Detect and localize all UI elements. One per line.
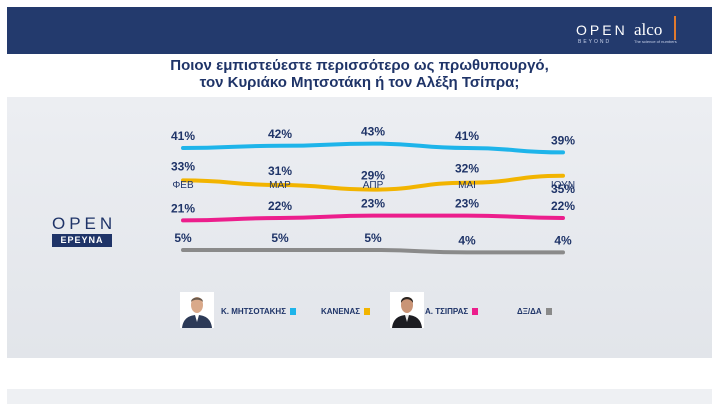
open-logo-badge: ΕΡΕΥΝΑ bbox=[52, 234, 112, 247]
data-label: 41% bbox=[455, 129, 479, 143]
series-line-2 bbox=[181, 213, 565, 223]
header-bar bbox=[7, 7, 712, 54]
data-label: 42% bbox=[268, 127, 292, 141]
series-line-0 bbox=[181, 141, 565, 155]
data-label: 23% bbox=[361, 197, 385, 211]
data-label: 33% bbox=[171, 159, 195, 173]
x-tick-label: ΜΑΡ bbox=[269, 180, 291, 191]
data-label: 32% bbox=[455, 162, 479, 176]
data-label: 41% bbox=[171, 129, 195, 143]
data-label: 35% bbox=[551, 182, 575, 196]
chart-title-line1: Ποιον εμπιστεύεστε περισσότερο ως πρωθυπ… bbox=[170, 57, 549, 74]
data-label: 31% bbox=[268, 164, 292, 178]
data-label: 39% bbox=[551, 133, 575, 147]
legend-dxda: ΔΞ/ΔΑ bbox=[517, 307, 552, 316]
x-tick-label: ΑΠΡ bbox=[362, 180, 384, 191]
data-label: 22% bbox=[551, 199, 575, 213]
data-label: 29% bbox=[361, 169, 385, 183]
person-portrait-icon bbox=[390, 292, 424, 328]
legend-label: ΔΞ/ΔΑ bbox=[517, 307, 542, 316]
line-chart: 41% 42% 43% 41% 39% 33% 31% 29% 32% 35% 21% 22% 23% 2… bbox=[171, 125, 575, 255]
series-line-1 bbox=[181, 173, 565, 192]
alco-logo: alco bbox=[634, 20, 663, 39]
legend-label: Α. ΤΣΙΠΡΑΣ bbox=[425, 307, 469, 316]
legend-swatch bbox=[364, 308, 371, 315]
person-portrait-icon bbox=[180, 292, 214, 328]
data-label: 22% bbox=[268, 199, 292, 213]
mitsotakis-photo bbox=[180, 292, 214, 328]
x-tick-label: ΜΑΙ bbox=[458, 180, 476, 191]
chart-title: Ποιον εμπιστεύεστε περισσότερο ως πρωθυπ… bbox=[0, 57, 719, 91]
open-logo-word: OPEN bbox=[52, 214, 117, 233]
tsipras-photo bbox=[390, 292, 424, 328]
legend-tsipras: Α. ΤΣΙΠΡΑΣ bbox=[425, 307, 479, 316]
data-label: 5% bbox=[271, 231, 289, 245]
legend-mitsotakis: Κ. ΜΗΤΣΟΤΑΚΗΣ bbox=[221, 307, 296, 316]
data-label: 43% bbox=[361, 125, 385, 139]
x-tick-label: ΙΟΥΝ bbox=[550, 180, 576, 191]
open-beyond-logo: OPEN bbox=[576, 22, 628, 38]
legend-swatch bbox=[545, 308, 552, 315]
legend-label: Κ. ΜΗΤΣΟΤΑΚΗΣ bbox=[221, 307, 286, 316]
footer-strip bbox=[7, 389, 712, 404]
chart-title-line2: τον Κυριάκο Μητσοτάκη ή τον Αλέξη Τσίπρα… bbox=[199, 74, 520, 91]
x-tick-label: ΦΕΒ bbox=[172, 180, 194, 191]
legend-label: ΚΑΝΕΝΑΣ bbox=[321, 307, 361, 316]
data-label: 23% bbox=[455, 197, 479, 211]
data-label: 4% bbox=[458, 233, 476, 247]
data-label: 21% bbox=[171, 201, 195, 215]
legend-swatch bbox=[472, 308, 479, 315]
chart-panel: 41% 42% 43% 41% 39% 33% 31% 29% 32% 35% 21% 22% 23% 2… bbox=[7, 97, 712, 358]
legend-kanenas: ΚΑΝΕΝΑΣ bbox=[321, 307, 371, 316]
data-label: 5% bbox=[364, 231, 382, 245]
alco-accent-bar bbox=[674, 16, 676, 40]
legend-swatch bbox=[290, 308, 296, 315]
alco-tagline: The science of numbers bbox=[634, 39, 677, 44]
beyond-text: BEYOND bbox=[578, 39, 612, 45]
series-line-3 bbox=[181, 247, 565, 255]
data-label: 5% bbox=[174, 231, 192, 245]
data-label: 4% bbox=[554, 233, 572, 247]
